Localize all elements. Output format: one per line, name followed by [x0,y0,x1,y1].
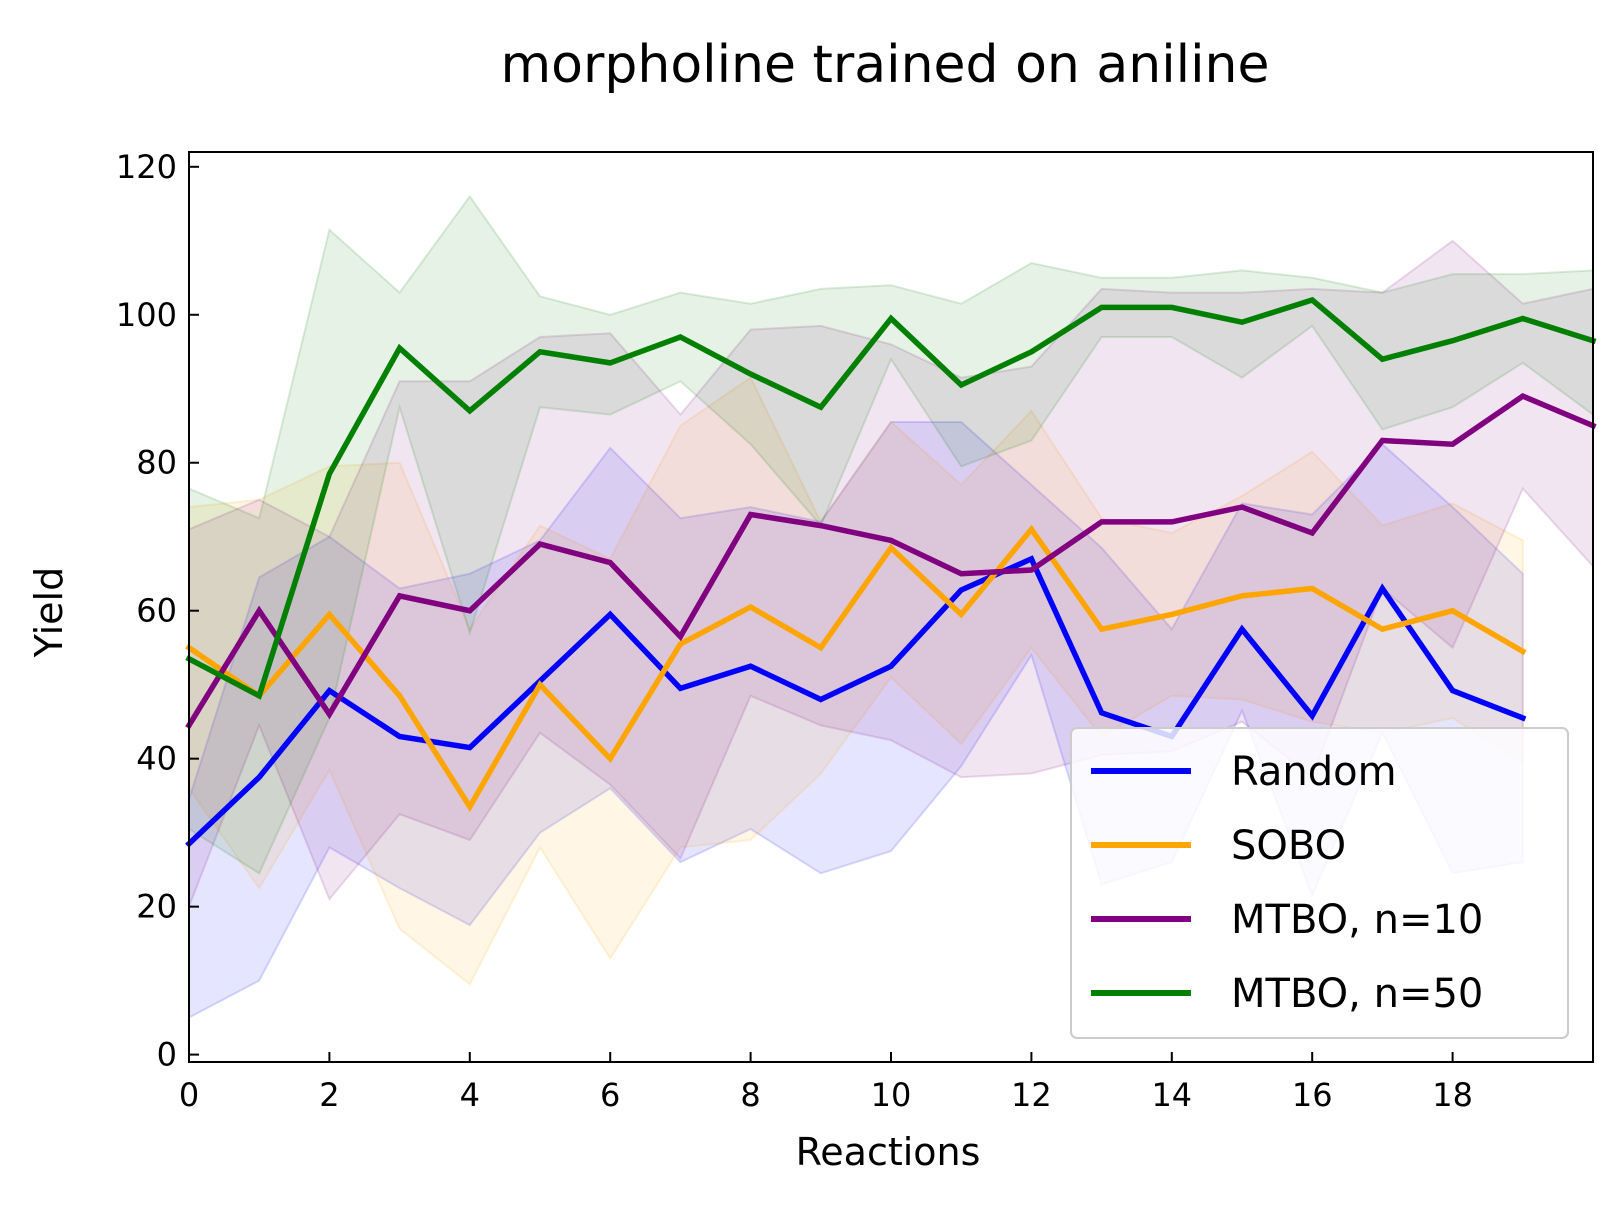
y-tick-label: 40 [136,740,177,778]
line-sobo [185,524,1527,813]
x-axis-label: Reactions [796,1130,981,1174]
x-tick-label: 12 [1011,1076,1052,1114]
y-tick-label: 100 [116,296,177,334]
y-tick-label: 80 [136,444,177,482]
legend: Random SOBO MTBO, n=10 MTBO, n=50 [1070,727,1569,1039]
x-tick-label: 18 [1432,1076,1473,1114]
series-lines [185,296,1597,848]
x-tick-label: 4 [460,1076,480,1114]
x-tick-label: 6 [600,1076,620,1114]
y-tick-label: 120 [116,148,177,186]
legend-entry-sobo: SOBO [1231,823,1346,869]
x-tick-label: 8 [740,1076,760,1114]
x-tick-label: 14 [1151,1076,1192,1114]
axes: 0 2 4 6 8 10 12 14 16 18 0 20 40 60 80 100 120 [116,148,1594,1114]
legend-entry-mtbo-n-50: MTBO, n=50 [1231,971,1483,1017]
x-tick-label: 16 [1292,1076,1333,1114]
y-tick-label: 20 [136,888,177,926]
legend-entry-mtbo-n-10: MTBO, n=10 [1231,897,1483,943]
chart-title: morpholine trained on aniline [501,35,1270,95]
y-axis-label: Yield [27,567,71,658]
legend-entry-random: Random [1231,749,1397,795]
x-tick-label: 10 [871,1076,912,1114]
line-random [185,555,1527,848]
line-mtbo-n-10 [185,392,1597,730]
x-tick-label: 2 [319,1076,339,1114]
y-tick-label: 60 [136,592,177,630]
line-mtbo-n-50 [185,296,1597,700]
x-tick-label: 0 [179,1076,199,1114]
y-tick-label: 0 [157,1036,177,1074]
legend-box [1070,727,1569,1039]
